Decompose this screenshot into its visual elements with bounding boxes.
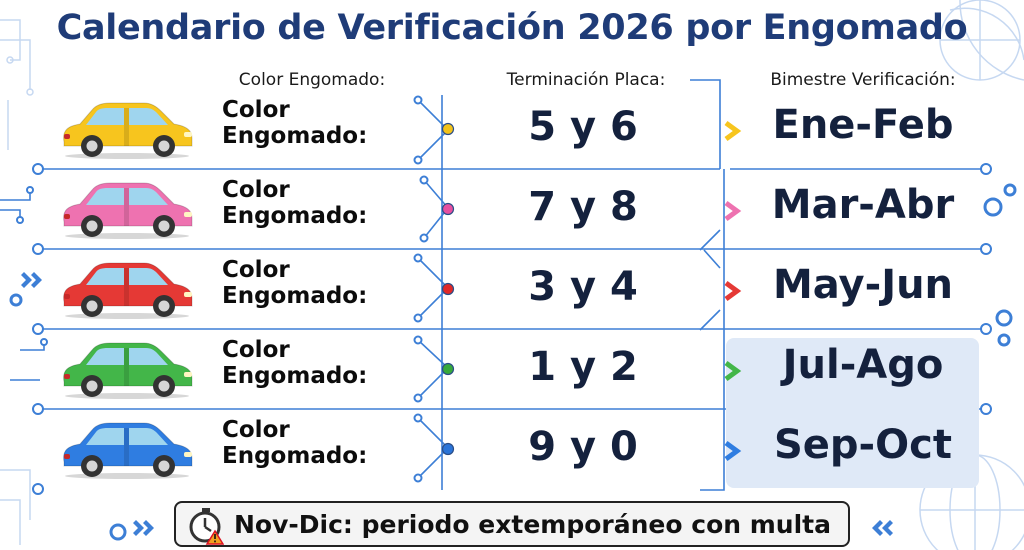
plate-ending: 5 y 6 [528, 104, 638, 150]
row-label-line2: Engomado: [222, 283, 368, 309]
row-label-line1: Color [222, 177, 290, 203]
chevron-right-icon [724, 440, 742, 462]
table-row: Color Engomado: 3 y 4 May-Jun [0, 252, 1024, 332]
verification-period: Jul-Ago [782, 342, 944, 388]
row-label: Color Engomado: [222, 177, 367, 229]
row-label-line2: Engomado: [222, 363, 368, 389]
row-label-line2: Engomado: [222, 203, 368, 229]
header-color: Color Engomado: [238, 70, 386, 90]
chevron-right-icon [724, 120, 742, 142]
chevron-right-icon [724, 200, 742, 222]
table-row: Color Engomado: 1 y 2 Jul-Ago [0, 332, 1024, 412]
header-plate: Terminación Placa: [506, 70, 666, 90]
car-icon [63, 262, 193, 319]
row-label: Color Engomado: [222, 97, 367, 149]
plate-ending: 3 y 4 [528, 264, 638, 310]
verification-period: Mar-Abr [771, 182, 955, 228]
footer-text: Nov-Dic: periodo extemporáneo con multa [234, 510, 831, 539]
row-label-line2: Engomado: [222, 443, 368, 469]
row-label-line1: Color [222, 417, 290, 443]
chevron-right-icon [724, 360, 742, 382]
table-row: Color Engomado: 9 y 0 Sep-Oct [0, 412, 1024, 492]
color-dot-icon [441, 442, 455, 456]
plate-ending: 1 y 2 [528, 344, 638, 390]
color-dot-icon [441, 362, 455, 376]
row-label-line1: Color [222, 257, 290, 283]
plate-ending: 7 y 8 [528, 184, 638, 230]
verification-period: Ene-Feb [772, 102, 954, 148]
row-label-line1: Color [222, 97, 290, 123]
chevron-right-icon [724, 280, 742, 302]
row-label: Color Engomado: [222, 257, 367, 309]
header-period: Bimestre Verificación: [770, 70, 956, 90]
car-icon [63, 342, 193, 399]
row-label-line1: Color [222, 337, 290, 363]
highlight-box [726, 338, 979, 488]
car-icon [63, 422, 193, 479]
color-dot-icon [441, 122, 455, 136]
row-label-line2: Engomado: [222, 123, 368, 149]
stopwatch-warning-icon [189, 508, 224, 545]
table-row: Color Engomado: 7 y 8 Mar-Abr [0, 172, 1024, 252]
car-icon [63, 102, 193, 159]
page-title: Calendario de Verificación 2026 por Engo… [56, 8, 968, 48]
row-label: Color Engomado: [222, 417, 367, 469]
plate-ending: 9 y 0 [528, 424, 638, 470]
car-icon [63, 182, 193, 239]
table-row: Color Engomado: 5 y 6 Ene-Feb [0, 92, 1024, 172]
color-dot-icon [441, 282, 455, 296]
verification-period: May-Jun [772, 262, 954, 308]
color-dot-icon [441, 202, 455, 216]
footer-note: Nov-Dic: periodo extemporáneo con multa [174, 501, 850, 547]
verification-period: Sep-Oct [773, 422, 952, 468]
row-label: Color Engomado: [222, 337, 367, 389]
